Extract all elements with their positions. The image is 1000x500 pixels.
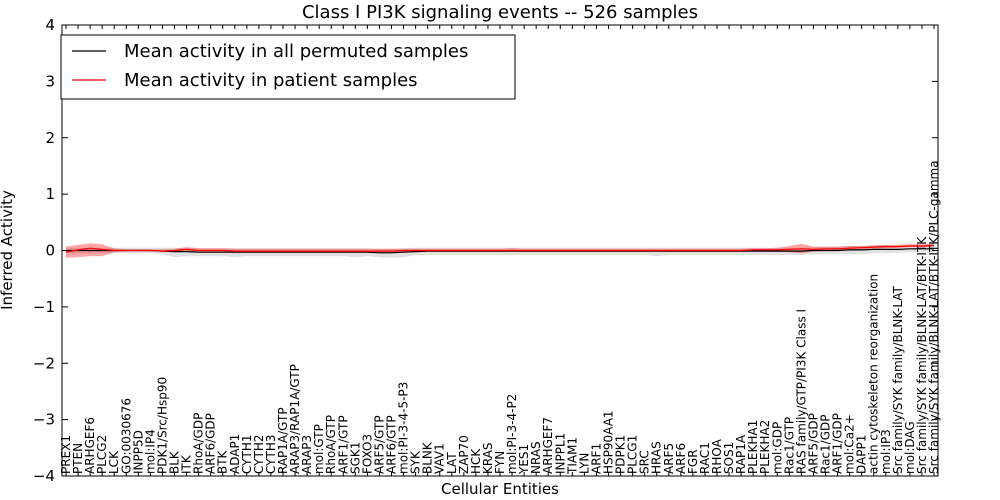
x-tick-label: YES1 — [517, 444, 531, 475]
x-tick-label: FYN — [493, 451, 507, 474]
x-tick-label: BLNK — [421, 441, 435, 474]
y-axis-label: Inferred Activity — [0, 190, 16, 310]
x-tick-label: DAPP1 — [855, 435, 869, 474]
x-tick-label: LCK — [107, 450, 121, 474]
x-tick-label: BLK — [168, 450, 182, 474]
x-tick-label: HSP90AA1 — [602, 410, 616, 474]
x-tick-label: mol:IP4 — [143, 429, 157, 474]
x-tick-label: PTEN — [71, 443, 85, 474]
x-tick-label: ZAP70 — [457, 435, 471, 474]
x-tick-label: FGR — [686, 449, 700, 474]
x-tick-label: ARF5/GTP — [372, 415, 386, 474]
series-line-patient — [65, 244, 935, 253]
x-tick-label: NRAS — [529, 441, 543, 474]
x-tick-label: SRC — [638, 450, 652, 474]
x-tick-label: VAV1 — [433, 443, 447, 474]
y-axis: −4 −3 −2 −1 0 1 2 3 4 — [33, 16, 938, 485]
x-tick-label: CYTH1 — [240, 435, 254, 475]
x-tick-label: RHOA — [710, 438, 724, 474]
y-tick-label: 2 — [45, 129, 55, 147]
x-tick-label: ARHGEF7 — [541, 417, 555, 474]
x-tick-label: LYN — [577, 453, 591, 474]
x-tick-label: ARF1/GDP — [831, 413, 845, 474]
legend-box — [60, 34, 516, 100]
x-tick-label: ARAP3 — [300, 435, 314, 474]
x-tick-label: ARAP3/RAP1A/GTP — [288, 364, 302, 474]
x-tick-label: PREX1 — [59, 435, 73, 474]
x-tick-label: ARHGEF6 — [83, 417, 97, 474]
x-tick-label: mol:GTP — [312, 424, 326, 474]
y-tick-label: −1 — [33, 298, 55, 316]
x-tick-label: ARF6/GDP — [204, 413, 218, 474]
legend: Mean activity in all permuted samples Me… — [60, 34, 516, 100]
x-axis-label: Cellular Entities — [441, 480, 559, 498]
y-tick-label: −3 — [33, 411, 55, 429]
x-tick-label: INPP5D — [131, 430, 145, 474]
y-tick-label: −4 — [33, 467, 55, 485]
x-tick-label: PDK1/Src/Hsp90 — [155, 377, 169, 474]
x-tick-label: TIAM1 — [565, 437, 579, 475]
x-tick-label: Src family/SYK family/BLNK-LAT/BTK-ITK — [915, 236, 929, 474]
y-tick-label: 0 — [45, 242, 55, 260]
x-tick-label: RAP1A/GTP — [276, 407, 290, 474]
x-tick-label: INPPL1 — [553, 433, 567, 474]
x-tick-label: RAP1A — [734, 434, 748, 474]
x-tick-label: mol:GDP — [770, 422, 784, 474]
x-tick-label: mol:IP3 — [879, 429, 893, 474]
x-tick-label: Rac1/GTP — [782, 417, 796, 474]
x-tick-label: mol:PI-3-4-P2 — [505, 394, 519, 474]
x-tick-label: CYTH2 — [252, 435, 266, 475]
x-axis: PREX1PTENARHGEF6PLCG2LCKGO:0030676INPP5D… — [59, 25, 941, 476]
x-tick-label: HRAS — [650, 441, 664, 474]
x-tick-label: LAT — [445, 452, 459, 474]
x-tick-label: RhoA/GDP — [192, 413, 206, 474]
x-tick-label: mol:DAG — [903, 421, 917, 474]
x-tick-label: mol:PI-3-4-5-P3 — [397, 382, 411, 474]
y-tick-label: 3 — [45, 72, 55, 90]
x-tick-label: CYTH3 — [264, 435, 278, 475]
x-tick-label: RAC1 — [698, 442, 712, 474]
y-tick-label: 4 — [45, 16, 55, 34]
x-tick-label: ADAP1 — [228, 434, 242, 474]
x-tick-label: Rac1/GDP — [819, 415, 833, 474]
y-tick-label: −2 — [33, 354, 55, 372]
x-tick-label: PLCG2 — [95, 435, 109, 474]
x-tick-label: GO:0030676 — [119, 398, 133, 474]
x-tick-label: ARF5/GDP — [806, 413, 820, 474]
x-tick-label: ARF5 — [662, 443, 676, 474]
x-tick-label: RAS family/GTP/PI3K Class I — [794, 309, 808, 474]
x-tick-label: BTK — [216, 449, 230, 474]
x-tick-label: RhoA/GTP — [324, 415, 338, 474]
y-tick-label: 1 — [45, 185, 55, 203]
x-tick-label: ARF1 — [589, 443, 603, 474]
x-tick-label: FOXO3 — [360, 434, 374, 474]
x-tick-label: PDPK1 — [614, 435, 628, 474]
x-tick-label: SYK — [409, 450, 423, 474]
x-tick-label: ARF1/GTP — [336, 415, 350, 474]
x-tick-label: Src family/SYK family/BLNK-LAT/BTK-ITK/P… — [927, 160, 941, 474]
x-tick-label: ARF6/GTP — [385, 415, 399, 474]
x-tick-label: KRAS — [481, 442, 495, 474]
series-lines — [65, 244, 935, 254]
x-tick-label: PLEKHA1 — [746, 420, 760, 474]
x-tick-label: SOS1 — [722, 442, 736, 474]
legend-label-patient: Mean activity in patient samples — [124, 70, 418, 91]
x-tick-label: PLCG1 — [626, 435, 640, 474]
x-tick-label: actin cytoskeleton reorganization — [867, 274, 881, 474]
chart-title: Class I PI3K signaling events -- 526 sam… — [302, 2, 698, 23]
x-tick-label: ITK — [180, 454, 194, 474]
x-tick-label: Src family/SYK family/BLNK-LAT — [891, 285, 905, 474]
x-tick-label: PLEKHA2 — [758, 420, 772, 474]
legend-label-permuted: Mean activity in all permuted samples — [124, 41, 468, 62]
x-tick-label: HCK — [469, 448, 483, 474]
x-tick-label: SGK1 — [348, 442, 362, 474]
x-tick-label: ARF6 — [674, 443, 688, 474]
x-tick-label: mol:Ca2+ — [843, 414, 857, 474]
